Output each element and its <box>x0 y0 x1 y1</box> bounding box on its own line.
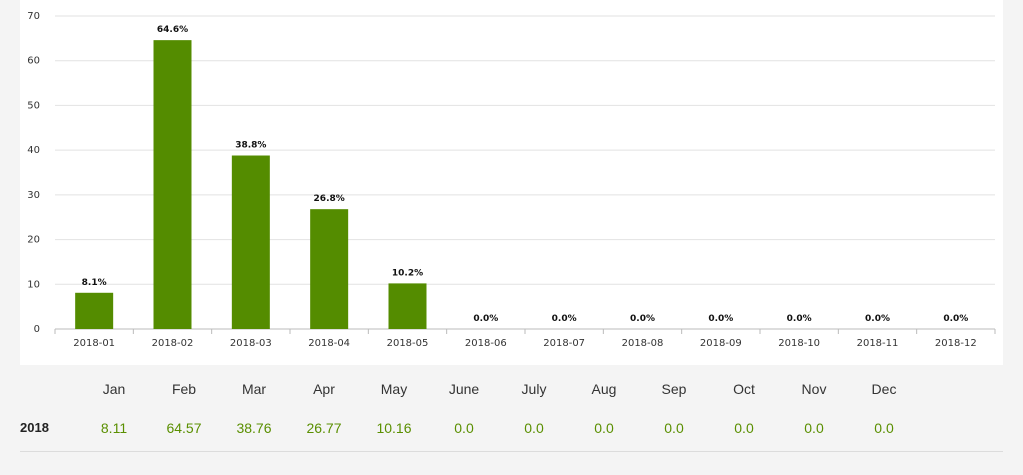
data-label: 26.8% <box>314 194 345 204</box>
month-value: 0.0 <box>664 420 684 436</box>
month-header: Sep <box>661 381 687 397</box>
month-value: 0.0 <box>594 420 614 436</box>
y-tick-label: 50 <box>27 100 40 111</box>
bar-2018-05[interactable] <box>388 283 427 329</box>
x-tick-label: 2018-10 <box>778 338 820 349</box>
y-tick-label: 60 <box>27 56 40 67</box>
month-header: Aug <box>591 381 617 397</box>
month-header: July <box>521 381 547 397</box>
year-label: 2018 <box>20 420 49 435</box>
data-label: 0.0% <box>787 314 812 324</box>
bar-2018-04[interactable] <box>310 209 349 329</box>
chart-panel: 0 10 20 30 40 50 60 70 8.1% 64.6% 38.8% 26.8% 10.2%… <box>20 0 1003 365</box>
x-tick-label: 2018-06 <box>465 338 507 349</box>
x-tick-label: 2018-07 <box>543 338 585 349</box>
month-value: 26.77 <box>306 420 342 436</box>
data-label: 0.0% <box>552 314 577 324</box>
data-label: 0.0% <box>473 314 498 324</box>
data-label: 0.0% <box>943 314 968 324</box>
data-label: 64.6% <box>157 25 188 35</box>
summary-table: Jan Feb Mar Apr May June July Aug Sep Oct Nov Dec 2… <box>0 370 1023 452</box>
x-tick-label: 2018-02 <box>152 338 194 349</box>
month-header: Mar <box>241 381 267 397</box>
y-tick-label: 30 <box>27 190 40 201</box>
x-axis-ticks: 2018-01 2018-02 2018-03 2018-04 2018-05 2018-… <box>54 329 996 349</box>
month-value: 0.0 <box>804 420 824 436</box>
month-value: 64.57 <box>166 420 202 436</box>
month-header: Oct <box>733 381 755 397</box>
month-header: Dec <box>871 381 897 397</box>
month-header: Feb <box>171 381 197 397</box>
data-labels: 8.1% 64.6% 38.8% 26.8% 10.2% 0.0% 0.0% 0.0% 0.0%… <box>82 25 969 324</box>
bars <box>75 40 427 329</box>
x-tick-label: 2018-09 <box>700 338 742 349</box>
y-tick-label: 0 <box>34 324 40 335</box>
month-value: 0.0 <box>454 420 474 436</box>
data-label: 38.8% <box>235 141 266 151</box>
y-axis-ticks: 0 10 20 30 40 50 60 70 <box>27 11 40 335</box>
x-tick-label: 2018-01 <box>73 338 115 349</box>
bar-2018-03[interactable] <box>231 155 270 329</box>
table-divider <box>20 451 1003 452</box>
y-tick-label: 20 <box>27 235 40 246</box>
x-tick-label: 2018-11 <box>857 338 899 349</box>
bar-chart: 0 10 20 30 40 50 60 70 8.1% 64.6% 38.8% 26.8% 10.2%… <box>27 11 996 349</box>
month-value: 0.0 <box>524 420 544 436</box>
x-tick-label: 2018-08 <box>622 338 664 349</box>
data-label: 0.0% <box>708 314 733 324</box>
data-label: 0.0% <box>865 314 890 324</box>
month-value: 0.0 <box>734 420 754 436</box>
month-header: Jan <box>102 381 126 397</box>
x-tick-label: 2018-04 <box>308 338 350 349</box>
x-tick-label: 2018-05 <box>387 338 429 349</box>
y-tick-label: 10 <box>27 279 40 290</box>
y-tick-label: 70 <box>27 11 40 22</box>
month-value: 0.0 <box>874 420 894 436</box>
month-value: 10.16 <box>376 420 412 436</box>
month-header: May <box>380 381 408 397</box>
x-tick-label: 2018-12 <box>935 338 977 349</box>
month-value: 8.11 <box>100 420 128 436</box>
data-label: 10.2% <box>392 268 423 278</box>
grid-lines <box>55 15 995 330</box>
month-header: Nov <box>801 381 827 397</box>
x-tick-label: 2018-03 <box>230 338 272 349</box>
bar-2018-02[interactable] <box>153 40 192 329</box>
month-header: Apr <box>313 381 335 397</box>
bar-2018-01[interactable] <box>75 292 114 329</box>
month-value: 38.76 <box>236 420 272 436</box>
month-header: June <box>448 381 480 397</box>
y-tick-label: 40 <box>27 145 40 156</box>
data-label: 0.0% <box>630 314 655 324</box>
data-label: 8.1% <box>82 278 107 288</box>
